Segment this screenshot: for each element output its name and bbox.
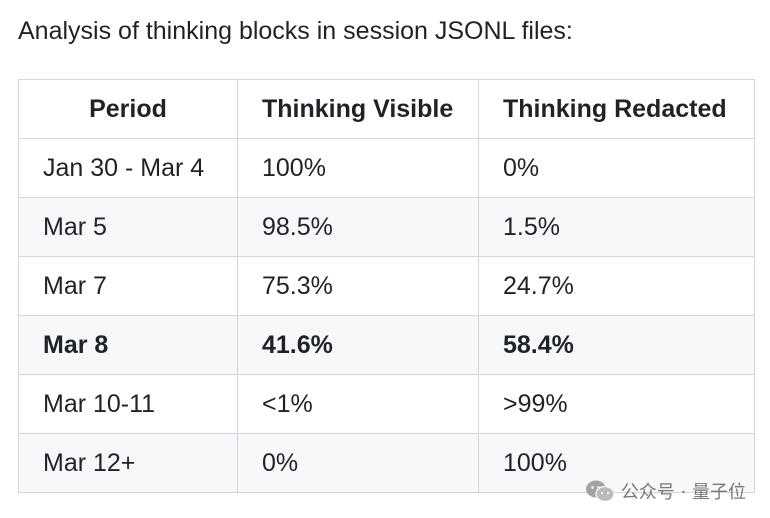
cell-redacted: 24.7%	[478, 256, 755, 316]
cell-period: Mar 10-11	[18, 374, 238, 434]
table-row: Jan 30 - Mar 4 100% 0%	[18, 138, 755, 198]
table-row-highlighted: Mar 8 41.6% 58.4%	[18, 315, 755, 375]
intro-text: Analysis of thinking blocks in session J…	[18, 17, 573, 45]
table-row: Mar 10-11 <1% >99%	[18, 374, 755, 434]
cell-period: Mar 7	[18, 256, 238, 316]
cell-period: Mar 5	[18, 197, 238, 257]
thinking-blocks-table: Period Thinking Visible Thinking Redacte…	[18, 79, 755, 493]
cell-visible: <1%	[237, 374, 479, 434]
cell-redacted: 1.5%	[478, 197, 755, 257]
watermark-text: 公众号 · 量子位	[620, 482, 746, 503]
cell-visible: 41.6%	[237, 315, 479, 375]
cell-period: Mar 8	[18, 315, 238, 375]
cell-redacted: 0%	[478, 138, 755, 198]
watermark: 公众号 · 量子位	[585, 478, 746, 504]
cell-redacted: 100%	[478, 433, 755, 493]
header-thinking-redacted: Thinking Redacted	[478, 79, 755, 139]
header-period: Period	[18, 79, 238, 139]
cell-visible: 75.3%	[237, 256, 479, 316]
cell-redacted: 58.4%	[478, 315, 755, 375]
table-header-row: Period Thinking Visible Thinking Redacte…	[18, 79, 755, 139]
cell-visible: 0%	[237, 433, 479, 493]
cell-period: Mar 12+	[18, 433, 238, 493]
cell-visible: 100%	[237, 138, 479, 198]
table-row: Mar 12+ 0% 100%	[18, 433, 755, 493]
table-row: Mar 5 98.5% 1.5%	[18, 197, 755, 257]
table-row: Mar 7 75.3% 24.7%	[18, 256, 755, 316]
cell-visible: 98.5%	[237, 197, 479, 257]
header-thinking-visible: Thinking Visible	[237, 79, 479, 139]
wechat-logo-icon	[585, 479, 615, 503]
cell-period: Jan 30 - Mar 4	[18, 138, 238, 198]
cell-redacted: >99%	[478, 374, 755, 434]
